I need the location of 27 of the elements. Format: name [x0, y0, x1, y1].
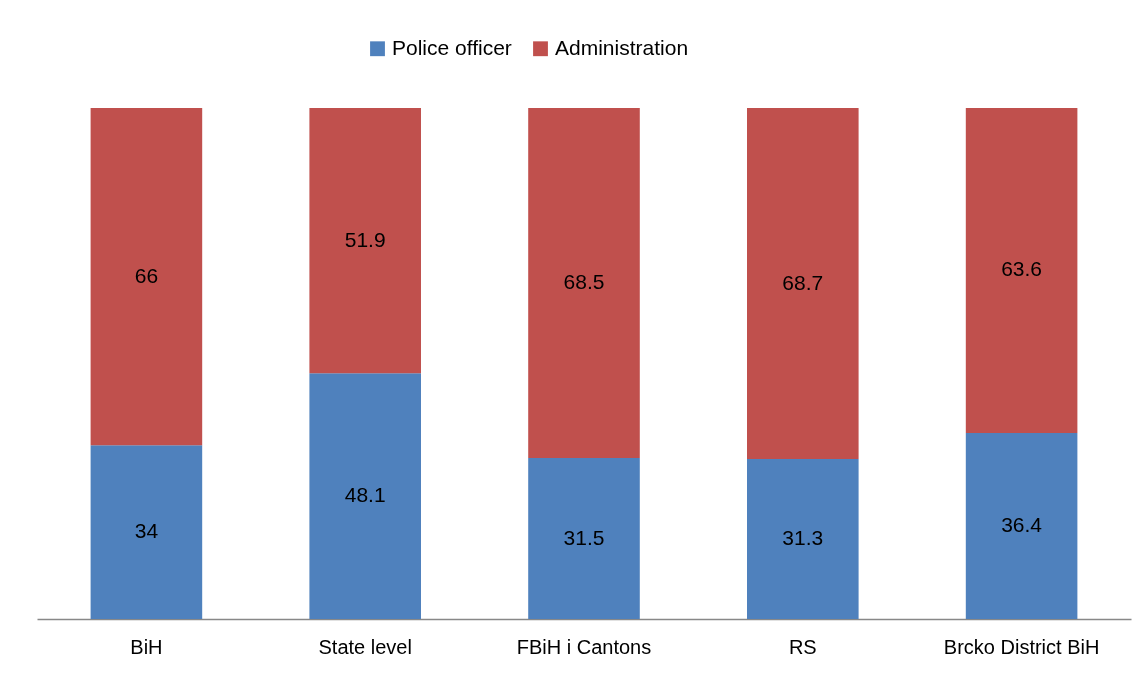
data-label: 36.4	[1001, 513, 1043, 536]
x-tick-label: BiH	[130, 635, 163, 658]
bar	[309, 108, 421, 374]
data-label: 31.3	[782, 526, 824, 550]
data-label: 68.7	[782, 270, 824, 294]
data-label: 51.9	[344, 227, 386, 251]
bar	[309, 373, 421, 619]
x-tick-label: State level	[318, 635, 412, 658]
data-label: 68.5	[563, 270, 605, 294]
legend-label: Administration	[555, 35, 689, 59]
data-label: 31.5	[563, 525, 605, 549]
bar	[965, 108, 1078, 433]
data-label: 63.6	[1001, 257, 1043, 281]
bar	[528, 108, 640, 459]
bar	[90, 445, 203, 619]
x-tick-label: Brcko District BiH	[943, 635, 1100, 658]
bar	[747, 459, 859, 619]
x-tick-label: FBiH i Cantons	[516, 635, 652, 658]
x-tick-label: RS	[788, 635, 817, 658]
bar	[747, 108, 859, 460]
legend-label: Police officer	[392, 35, 512, 59]
data-label: 66	[134, 263, 159, 287]
bar	[528, 458, 640, 619]
bar	[965, 433, 1078, 619]
data-label: 48.1	[344, 483, 386, 507]
data-label: 34	[134, 519, 159, 543]
bar	[90, 108, 203, 446]
